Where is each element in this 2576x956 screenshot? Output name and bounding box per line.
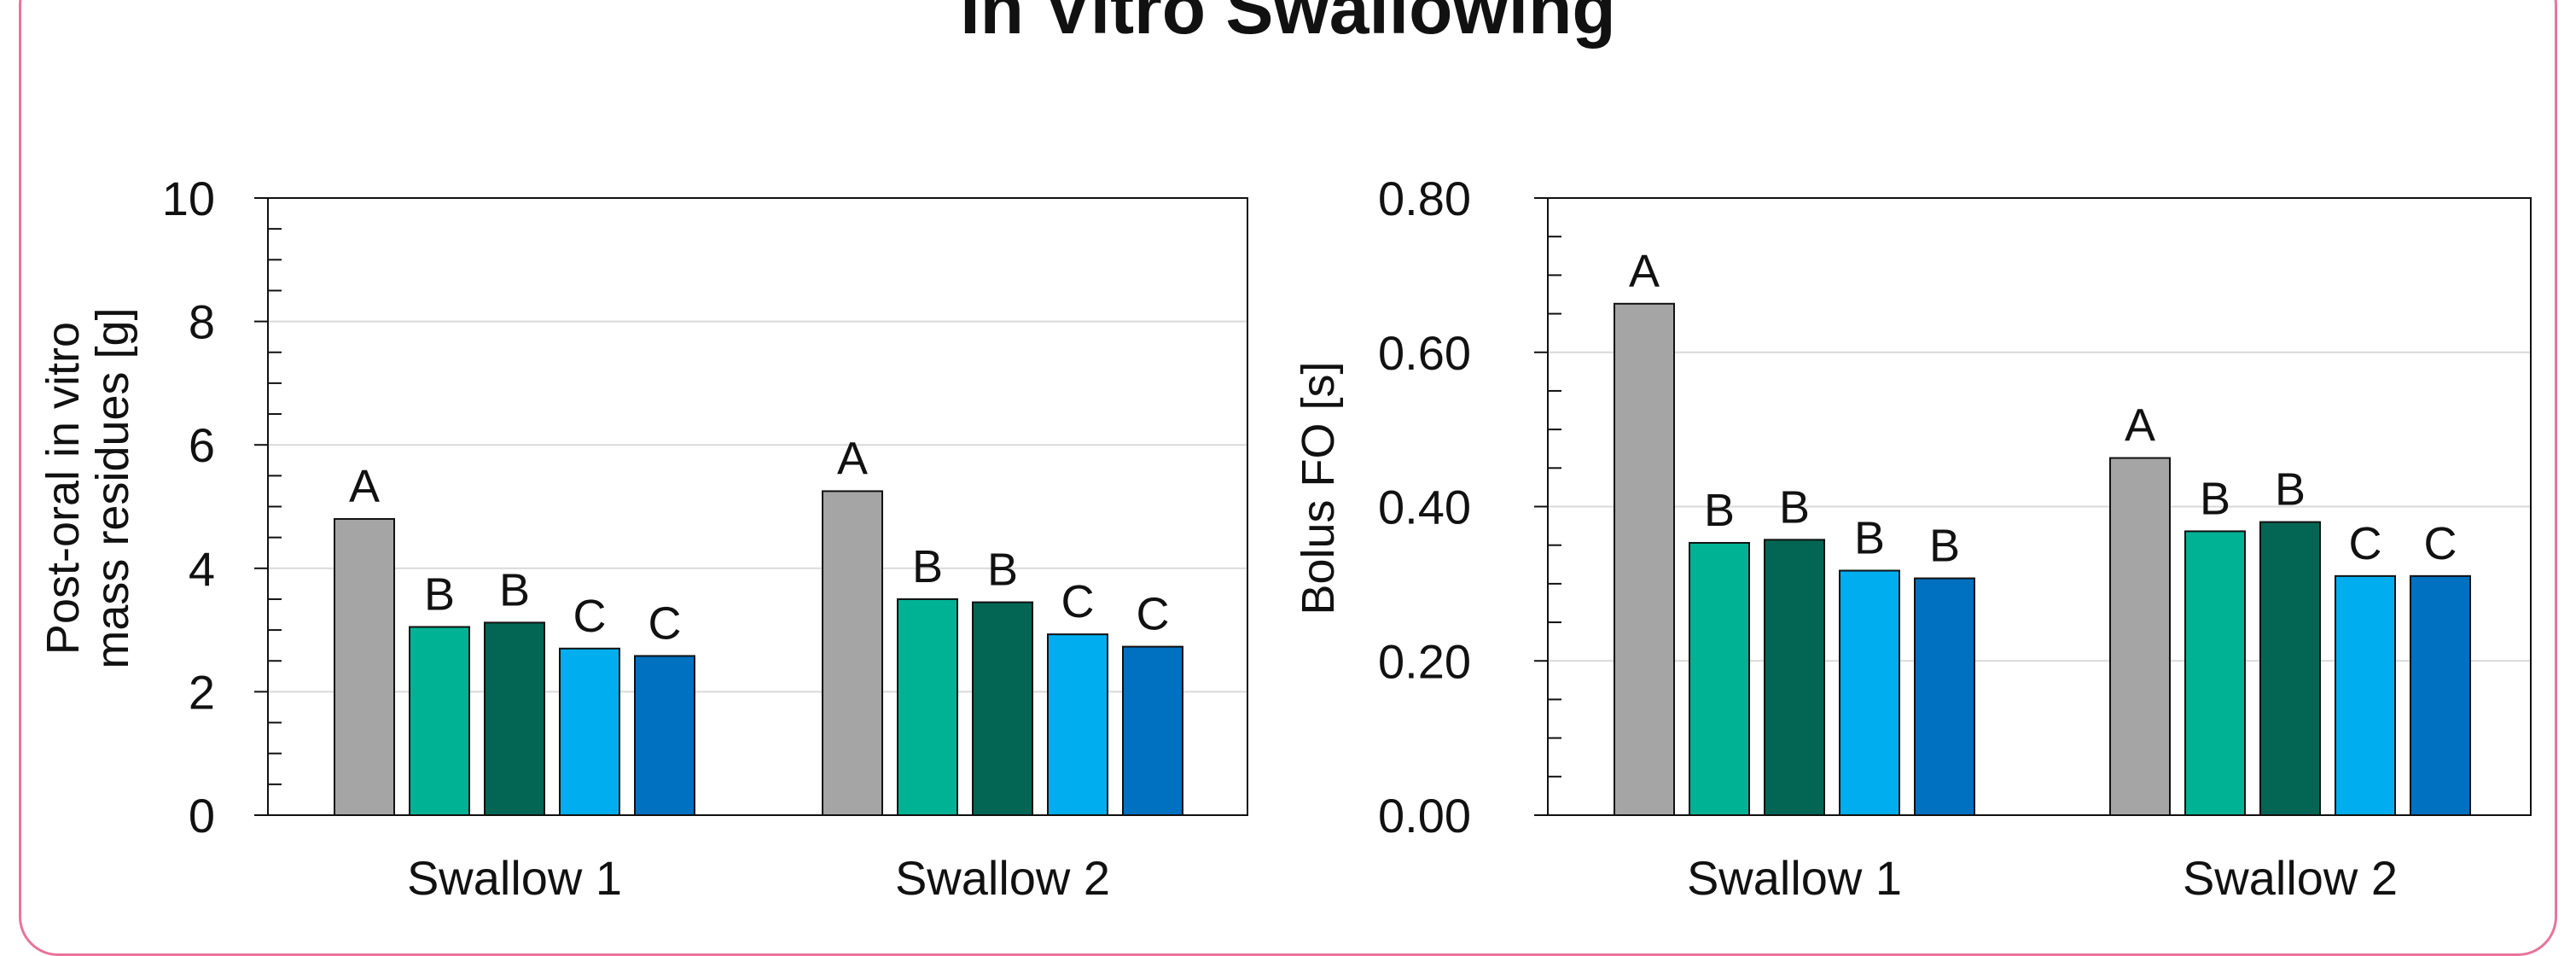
x-category-label: Swallow 1 xyxy=(1687,851,1902,905)
y-tick-label: 10 xyxy=(162,172,215,225)
y-tick-label: 0 xyxy=(189,789,215,842)
bar xyxy=(484,621,545,817)
bar-significance-label: B xyxy=(1704,485,1735,536)
bar-significance-label: B xyxy=(424,568,455,620)
bar-significance-label: C xyxy=(2424,518,2457,569)
y-tick-label: 0.60 xyxy=(1378,326,1471,380)
bar-significance-label: B xyxy=(1929,521,1960,572)
y-tick-label: 0.00 xyxy=(1378,789,1471,842)
bar xyxy=(1689,541,1750,816)
bar-significance-label: B xyxy=(2275,464,2306,516)
x-category-label: Swallow 2 xyxy=(2183,851,2398,905)
bar-significance-label: C xyxy=(1061,576,1095,627)
bar-significance-label: B xyxy=(499,564,530,615)
bar xyxy=(1047,633,1108,817)
y-tick-label: 0.80 xyxy=(1378,172,1471,225)
bar xyxy=(1764,539,1825,817)
y-tick-label: 0.40 xyxy=(1378,481,1471,534)
bar xyxy=(1122,645,1183,816)
bar-significance-label: C xyxy=(648,598,682,649)
y-tick-label: 2 xyxy=(189,665,215,719)
bar-significance-label: B xyxy=(1779,481,1810,533)
y-axis-label: mass residues [g] xyxy=(87,307,138,668)
bar-significance-label: C xyxy=(1137,589,1170,640)
bar xyxy=(897,598,958,817)
bar xyxy=(1839,569,1900,816)
bar-significance-label: A xyxy=(1629,246,1660,297)
bar xyxy=(559,647,620,816)
bar xyxy=(822,490,883,816)
bar-significance-label: B xyxy=(2200,473,2230,524)
bar xyxy=(2335,574,2396,817)
bar-significance-label: A xyxy=(837,433,868,484)
y-axis-label: Bolus FO [s] xyxy=(1293,361,1344,615)
y-tick-label: 8 xyxy=(189,295,215,349)
bar-significance-label: A xyxy=(349,461,380,512)
bar-significance-label: A xyxy=(2125,400,2155,452)
bar xyxy=(1914,577,1975,817)
bar xyxy=(972,601,1033,816)
bar xyxy=(634,655,695,816)
bar xyxy=(2109,457,2171,816)
bar xyxy=(409,626,470,816)
bar-significance-label: B xyxy=(1854,513,1885,564)
bar-significance-label: C xyxy=(2349,518,2382,569)
bar xyxy=(334,517,395,817)
y-tick-label: 4 xyxy=(189,542,215,596)
y-tick-label: 0.20 xyxy=(1378,634,1471,688)
y-axis-label: Post-oral in vitro xyxy=(38,322,89,655)
bar xyxy=(2410,574,2471,817)
bar xyxy=(2259,521,2321,816)
y-tick-label: 6 xyxy=(189,418,215,472)
bar-significance-label: B xyxy=(987,545,1018,596)
bar-significance-label: B xyxy=(912,541,943,592)
bar xyxy=(1614,302,1675,817)
bar xyxy=(2184,530,2246,816)
panel-title: In Vitro Swallowing xyxy=(960,0,1616,49)
x-category-label: Swallow 1 xyxy=(407,851,622,905)
x-category-label: Swallow 2 xyxy=(895,851,1110,905)
bar-significance-label: C xyxy=(573,591,607,642)
